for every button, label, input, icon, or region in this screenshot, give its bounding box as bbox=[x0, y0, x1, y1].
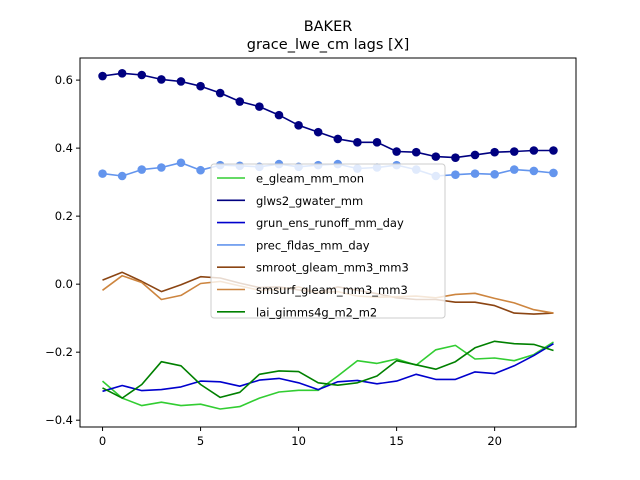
data-point-prec_fldas_mm_day-1 bbox=[117, 171, 127, 181]
data-point-glws2_gwater_mm-22 bbox=[529, 146, 539, 155]
legend-label-grun_ens_runoff_mm_day: grun_ens_runoff_mm_day bbox=[256, 216, 404, 230]
x-tick-label: 5 bbox=[197, 434, 204, 448]
data-point-prec_fldas_mm_day-23 bbox=[549, 168, 558, 178]
data-point-glws2_gwater_mm-5 bbox=[196, 81, 205, 91]
legend-label-glws2_gwater_mm: glws2_gwater_mm bbox=[256, 194, 363, 208]
data-point-glws2_gwater_mm-13 bbox=[353, 138, 362, 147]
data-point-prec_fldas_mm_day-3 bbox=[157, 163, 166, 172]
data-point-prec_fldas_mm_day-5 bbox=[196, 165, 205, 175]
data-point-glws2_gwater_mm-16 bbox=[411, 147, 421, 157]
y-tick-label: 0.2 bbox=[55, 209, 73, 223]
data-point-glws2_gwater_mm-9 bbox=[274, 110, 284, 120]
data-point-prec_fldas_mm_day-20 bbox=[490, 170, 499, 179]
axes-frame bbox=[79, 57, 577, 428]
data-point-glws2_gwater_mm-14 bbox=[372, 138, 382, 147]
data-point-glws2_gwater_mm-19 bbox=[470, 150, 480, 160]
legend-label-smroot_gleam_mm3_mm3: smroot_gleam_mm3_mm3 bbox=[256, 261, 409, 275]
legend-label-prec_fldas_mm_day: prec_fldas_mm_day bbox=[256, 238, 370, 252]
series-line-e_gleam_mm_mon bbox=[101, 341, 554, 410]
data-point-prec_fldas_mm_day-4 bbox=[176, 158, 186, 168]
legend-label-lai_gimms4g_m2_m2: lai_gimms4g_m2_m2 bbox=[256, 305, 377, 319]
x-tick-label: 10 bbox=[291, 434, 306, 448]
data-point-prec_fldas_mm_day-21 bbox=[509, 165, 519, 174]
series-line-grun_ens_runoff_mm_day bbox=[102, 343, 554, 393]
legend-box bbox=[210, 163, 446, 319]
data-point-glws2_gwater_mm-11 bbox=[313, 127, 323, 137]
x-tick-label: 20 bbox=[487, 434, 502, 448]
data-point-prec_fldas_mm_day-18 bbox=[451, 170, 460, 179]
data-point-glws2_gwater_mm-1 bbox=[117, 69, 127, 78]
data-point-glws2_gwater_mm-7 bbox=[235, 97, 245, 106]
axes-layer: 0 5 10 15 20 −0.4 −0.2 0.0 0.2 0.4 0.6 bbox=[45, 57, 577, 448]
data-point-glws2_gwater_mm-17 bbox=[431, 152, 441, 161]
data-point-glws2_gwater_mm-21 bbox=[509, 147, 519, 156]
data-point-glws2_gwater_mm-20 bbox=[490, 147, 499, 157]
data-point-glws2_gwater_mm-3 bbox=[157, 75, 166, 84]
data-point-glws2_gwater_mm-10 bbox=[294, 121, 303, 130]
series-line-lai_gimms4g_m2_m2 bbox=[102, 340, 554, 399]
chart-title: BAKER bbox=[304, 19, 353, 35]
data-point-glws2_gwater_mm-8 bbox=[255, 102, 264, 111]
data-point-glws2_gwater_mm-18 bbox=[451, 153, 460, 162]
legend-label-smsurf_gleam_mm3_mm3: smsurf_gleam_mm3_mm3 bbox=[256, 283, 408, 297]
legend: e_gleam_mm_mon glws2_gwater_mm grun_ens_ru… bbox=[210, 163, 446, 319]
data-point-prec_fldas_mm_day-22 bbox=[529, 166, 539, 176]
data-point-glws2_gwater_mm-0 bbox=[98, 71, 107, 81]
data-point-glws2_gwater_mm-15 bbox=[392, 147, 401, 156]
y-tick-label: 0.4 bbox=[55, 141, 73, 155]
data-point-glws2_gwater_mm-4 bbox=[176, 77, 186, 86]
data-point-prec_fldas_mm_day-19 bbox=[470, 169, 480, 178]
data-point-prec_fldas_mm_day-2 bbox=[137, 165, 147, 174]
data-point-glws2_gwater_mm-12 bbox=[333, 134, 343, 144]
legend-label-e_gleam_mm_mon: e_gleam_mm_mon bbox=[256, 172, 364, 186]
data-point-glws2_gwater_mm-2 bbox=[137, 70, 147, 80]
x-tick-label: 15 bbox=[389, 434, 404, 448]
y-tick-label: 0.6 bbox=[55, 73, 73, 87]
y-tick-label: −0.2 bbox=[45, 345, 73, 359]
x-tick-label: 0 bbox=[99, 434, 106, 448]
chart-subtitle: grace_lwe_cm lags [X] bbox=[247, 37, 410, 53]
y-tick-label: 0.0 bbox=[55, 277, 73, 291]
data-point-glws2_gwater_mm-23 bbox=[549, 146, 558, 155]
data-point-glws2_gwater_mm-6 bbox=[215, 88, 225, 98]
y-tick-label: −0.4 bbox=[45, 413, 73, 427]
data-point-prec_fldas_mm_day-0 bbox=[98, 169, 107, 178]
